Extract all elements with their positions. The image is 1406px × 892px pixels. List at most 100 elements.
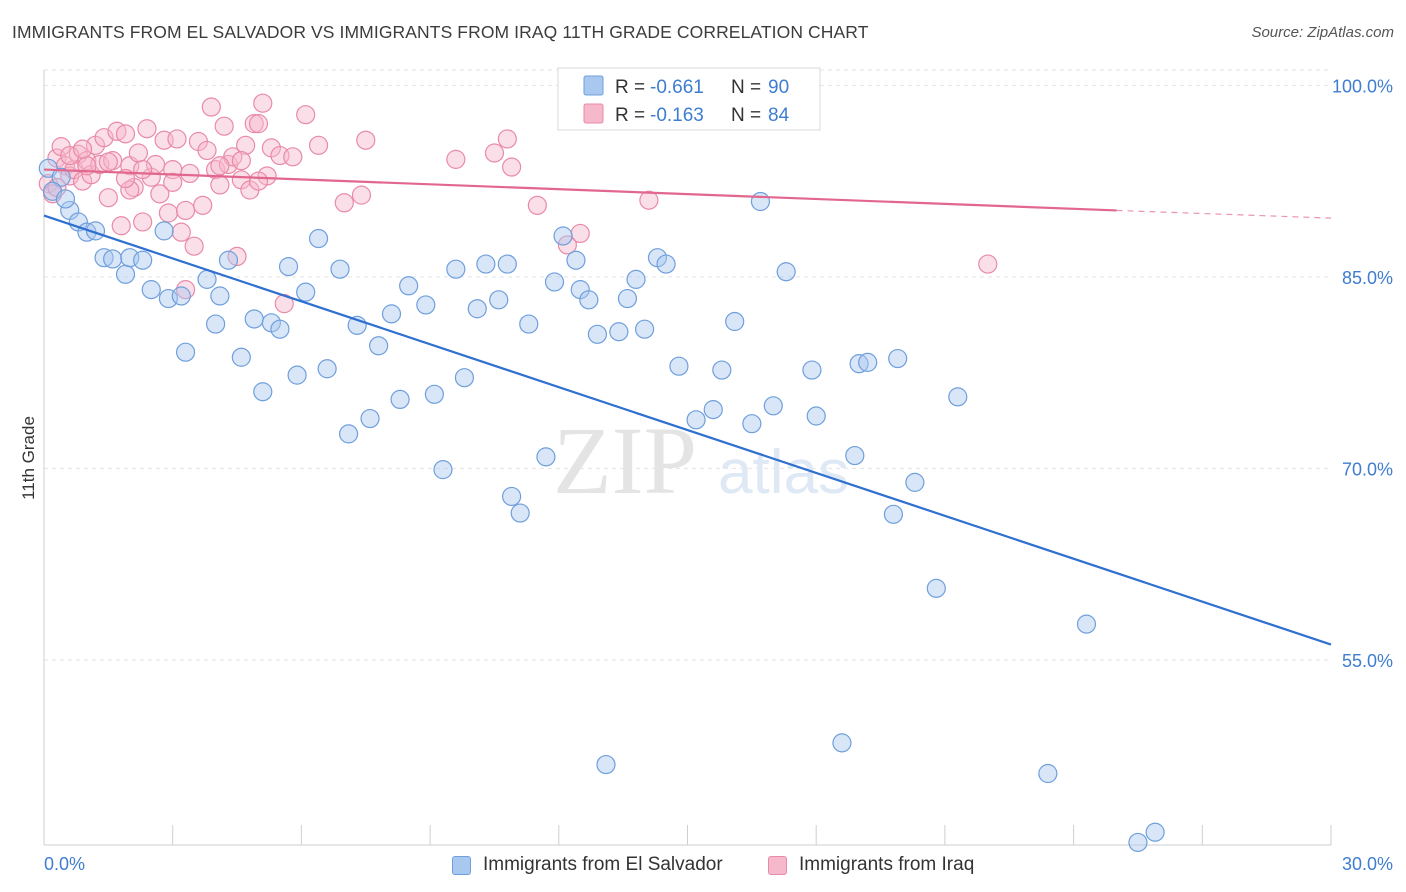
data-point-el-salvador xyxy=(433,460,453,480)
data-point-el-salvador xyxy=(399,276,419,296)
y-tick-label: 85.0% xyxy=(1342,268,1393,288)
data-point-iraq xyxy=(236,135,256,155)
data-point-el-salvador xyxy=(725,311,745,332)
data-point-iraq xyxy=(639,190,659,210)
data-point-el-salvador xyxy=(175,342,196,362)
data-point-iraq xyxy=(502,157,522,177)
data-point-el-salvador xyxy=(115,264,136,284)
data-point-el-salvador xyxy=(206,314,226,334)
y-tick-labels: 55.0% 70.0% 85.0% 100.0% xyxy=(1332,76,1393,671)
data-point-el-salvador xyxy=(296,282,316,302)
legend-r-label-2: R = xyxy=(615,105,645,126)
data-point-el-salvador xyxy=(308,228,329,249)
data-point-iraq xyxy=(283,147,303,167)
data-point-el-salvador xyxy=(656,254,676,274)
data-point-iraq xyxy=(163,172,183,192)
trendlines xyxy=(43,168,1332,646)
data-point-el-salvador xyxy=(609,322,629,342)
data-point-iraq xyxy=(133,212,153,232)
data-point-iraq xyxy=(115,124,136,144)
data-point-el-salvador xyxy=(154,221,174,241)
data-point-iraq xyxy=(231,151,251,171)
data-point-el-salvador xyxy=(51,167,71,187)
legend-swatch-iraq xyxy=(768,855,787,875)
data-point-el-salvador xyxy=(103,249,123,269)
data-point-el-salvador xyxy=(467,299,487,319)
data-point-el-salvador xyxy=(587,324,608,344)
data-point-el-salvador xyxy=(858,352,878,372)
data-point-iraq xyxy=(356,130,376,150)
data-point-el-salvador xyxy=(802,360,822,380)
data-point-el-salvador xyxy=(253,382,273,402)
data-point-iraq xyxy=(184,236,204,256)
data-point-el-salvador xyxy=(712,360,732,380)
legend-swatch-el-salvador xyxy=(452,855,471,875)
data-point-iraq xyxy=(214,116,234,136)
data-point-iraq xyxy=(296,105,316,125)
data-point-el-salvador xyxy=(566,250,586,270)
data-point-el-salvador xyxy=(218,250,239,270)
data-point-el-salvador xyxy=(381,304,402,324)
data-point-el-salvador xyxy=(1128,832,1148,853)
source-label: Source: ZipAtlas.com xyxy=(1251,24,1394,41)
data-point-iraq xyxy=(175,200,196,221)
data-point-el-salvador xyxy=(763,396,783,416)
data-point-el-salvador xyxy=(360,408,380,429)
data-point-el-salvador xyxy=(416,295,436,315)
data-point-iraq xyxy=(527,195,547,215)
data-point-el-salvador xyxy=(244,309,264,329)
data-point-el-salvador xyxy=(669,356,689,376)
data-point-el-salvador xyxy=(502,486,522,507)
data-point-el-salvador xyxy=(1076,614,1097,634)
data-point-el-salvador xyxy=(489,290,509,310)
legend-r-value-1: -0.661 xyxy=(650,77,704,98)
data-point-iraq xyxy=(128,143,148,163)
y-tick-label: 70.0% xyxy=(1342,459,1393,479)
series-iraq-points xyxy=(38,80,998,314)
y-tick-label: 100.0% xyxy=(1332,76,1393,96)
data-point-iraq xyxy=(111,216,131,236)
data-point-el-salvador xyxy=(476,254,496,274)
data-point-el-salvador xyxy=(750,191,771,212)
legend-swatch-pink xyxy=(583,103,604,124)
data-point-el-salvador xyxy=(141,280,161,300)
data-point-el-salvador xyxy=(742,414,762,434)
x-tick-label-max: 30.0% xyxy=(1342,854,1393,874)
data-point-el-salvador xyxy=(446,259,466,279)
data-point-iraq xyxy=(570,223,590,244)
data-point-el-salvador xyxy=(497,254,517,274)
data-point-iraq xyxy=(171,222,191,242)
data-point-el-salvador xyxy=(703,400,723,420)
legend-n-value-2: 84 xyxy=(768,105,790,126)
data-point-el-salvador xyxy=(806,406,826,426)
data-point-el-salvador xyxy=(278,257,299,277)
data-point-el-salvador xyxy=(270,319,290,339)
trendline-iraq xyxy=(43,168,1117,212)
data-point-iraq xyxy=(253,93,273,113)
data-point-el-salvador xyxy=(171,286,191,306)
data-point-el-salvador xyxy=(390,389,410,410)
data-point-iraq xyxy=(167,129,187,149)
data-point-el-salvador xyxy=(330,259,350,279)
y-tick-label: 55.0% xyxy=(1342,651,1393,671)
data-point-iraq xyxy=(351,185,372,205)
data-point-el-salvador xyxy=(832,733,852,753)
legend-item-iraq: Immigrants from Iraq xyxy=(768,852,974,878)
data-point-el-salvador xyxy=(553,226,573,246)
legend-label-el-salvador: Immigrants from El Salvador xyxy=(483,854,723,875)
legend-swatch-blue xyxy=(583,75,604,96)
data-point-el-salvador xyxy=(626,269,646,289)
data-point-iraq xyxy=(308,135,329,155)
data-point-el-salvador xyxy=(454,368,475,388)
series-el-salvador-points xyxy=(38,158,1165,853)
data-point-el-salvador xyxy=(905,472,925,492)
data-point-iraq xyxy=(150,184,170,204)
data-point-el-salvador xyxy=(1145,822,1165,842)
data-point-iraq xyxy=(210,156,230,176)
data-point-el-salvador xyxy=(686,410,706,430)
data-point-iraq xyxy=(334,193,354,213)
data-point-iraq xyxy=(446,149,466,169)
trendline-el-salvador xyxy=(43,214,1332,646)
data-point-el-salvador xyxy=(544,272,565,292)
legend-n-value-1: 90 xyxy=(768,77,789,98)
